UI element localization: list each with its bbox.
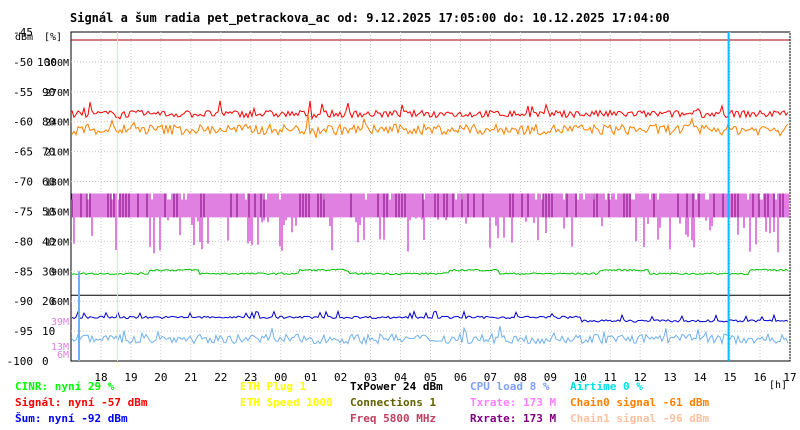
series-signal bbox=[71, 100, 789, 121]
legend-item: Airtime 0 % bbox=[570, 380, 643, 393]
x-tick-label: 14 bbox=[694, 371, 708, 384]
series-chain0 bbox=[71, 113, 789, 138]
pct-tick-label: 40 bbox=[42, 235, 55, 248]
unit-pct: [%] bbox=[44, 32, 62, 43]
x-tick-label: 16 bbox=[753, 371, 766, 384]
rate-tick-label: 39M bbox=[51, 317, 69, 328]
legend-item: Rxrate: 173 M bbox=[470, 412, 557, 425]
x-tick-label: 02 bbox=[334, 371, 347, 384]
dbm-tick-label: -50 bbox=[13, 56, 33, 69]
x-tick-label: 21 bbox=[184, 371, 197, 384]
dbm-tick-label: -100 bbox=[7, 355, 34, 368]
series-cinr bbox=[71, 268, 789, 276]
x-tick-label: 07 bbox=[484, 371, 497, 384]
legend-item: Txrate: 173 M bbox=[470, 396, 557, 409]
pct-tick-label: 10 bbox=[42, 325, 55, 338]
rate-tick-label: 150M bbox=[45, 207, 69, 218]
rate-tick-label: 90M bbox=[51, 267, 69, 278]
rate-tick-label: 13M bbox=[51, 342, 69, 353]
dbm-tick-label: -60 bbox=[13, 116, 33, 129]
x-tick-label: 04 bbox=[394, 371, 408, 384]
pct-tick-label: 90 bbox=[42, 86, 55, 99]
legend-item: Signál: nyní -57 dBm bbox=[15, 396, 148, 409]
dbm-tick-label: -75 bbox=[13, 205, 33, 218]
pct-tick-label: 50 bbox=[42, 205, 55, 218]
legend-item: Freq 5800 MHz bbox=[350, 412, 437, 425]
legend-item: ETH Speed 1000 bbox=[240, 396, 333, 409]
dbm-tick-label: -85 bbox=[13, 265, 33, 278]
x-tick-label: 01 bbox=[304, 371, 317, 384]
x-tick-label: 19 bbox=[124, 371, 137, 384]
dbm-tick-label: -55 bbox=[13, 86, 33, 99]
series-rxrate bbox=[71, 193, 784, 218]
pct-tick-label: 20 bbox=[42, 295, 55, 308]
x-tick-label: 08 bbox=[514, 371, 527, 384]
legend-item: CPU load 8 % bbox=[470, 380, 550, 393]
x-tick-label: 10 bbox=[574, 371, 587, 384]
pct-tick-label: 60 bbox=[42, 176, 55, 189]
x-tick-label: 22 bbox=[214, 371, 227, 384]
x-tick-label: 17 bbox=[783, 371, 796, 384]
chart-title: Signál a šum radia pet_petrackova_ac od:… bbox=[70, 11, 670, 25]
x-tick-label: 06 bbox=[454, 371, 467, 384]
rate-tick-label: 210M bbox=[45, 148, 69, 159]
unit-dbm: dBm bbox=[15, 32, 33, 43]
x-tick-label: 15 bbox=[723, 371, 736, 384]
x-tick-label: 12 bbox=[634, 371, 647, 384]
x-tick-label: 18 bbox=[94, 371, 107, 384]
x-unit-label: [h] bbox=[769, 380, 787, 391]
rate-tick-label: 6M bbox=[57, 350, 69, 361]
rate-tick-label: 270M bbox=[45, 88, 69, 99]
series-chain1 bbox=[71, 326, 789, 346]
dbm-tick-label: -90 bbox=[13, 295, 33, 308]
x-tick-label: 20 bbox=[154, 371, 167, 384]
pct-tick-label: 0 bbox=[42, 355, 49, 368]
dbm-tick-label: -65 bbox=[13, 146, 33, 159]
legend-item: Chain1 signal -96 dBm bbox=[570, 412, 710, 425]
rate-tick-label: 60M bbox=[51, 297, 69, 308]
dbm-tick-label: -95 bbox=[13, 325, 33, 338]
rate-tick-label: 300M bbox=[45, 58, 69, 69]
legend-item: CINR: nyní 29 % bbox=[15, 380, 115, 393]
pct-tick-label: 80 bbox=[42, 116, 55, 129]
dbm-tick-label: -80 bbox=[13, 235, 33, 248]
dbm-tick-label: -70 bbox=[13, 176, 33, 189]
x-tick-label: 05 bbox=[424, 371, 437, 384]
pct-tick-label: 100 bbox=[37, 56, 57, 69]
rate-tick-label: 120M bbox=[45, 237, 69, 248]
x-tick-label: 23 bbox=[244, 371, 257, 384]
legend-item: Connections 1 bbox=[350, 396, 437, 409]
pct-tick-label: 70 bbox=[42, 146, 55, 159]
rate-tick-label: 180M bbox=[45, 178, 69, 189]
x-tick-label: 11 bbox=[604, 371, 617, 384]
rate-tick-label: 240M bbox=[45, 118, 69, 129]
legend-item: Šum: nyní -92 dBm bbox=[15, 412, 128, 425]
x-tick-label: 09 bbox=[544, 371, 557, 384]
dbm-tick-label: -45 bbox=[13, 26, 33, 39]
x-tick-label: 03 bbox=[364, 371, 377, 384]
x-tick-label: 00 bbox=[274, 371, 287, 384]
pct-tick-label: 30 bbox=[42, 265, 55, 278]
legend-item: Chain0 signal -61 dBm bbox=[570, 396, 710, 409]
legend-item: TxPower 24 dBm bbox=[350, 380, 443, 393]
series-noise bbox=[71, 309, 789, 323]
legend-item: ETH Plug 1 bbox=[240, 380, 307, 393]
x-tick-label: 13 bbox=[664, 371, 677, 384]
